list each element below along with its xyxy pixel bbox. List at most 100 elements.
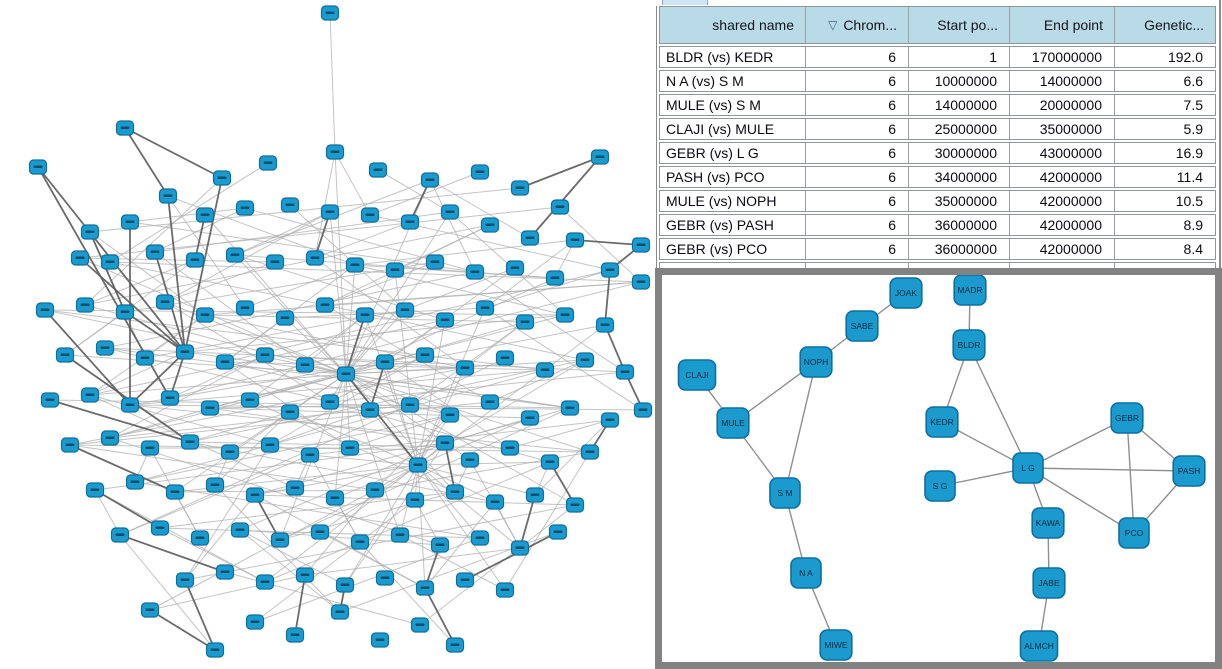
network-node-label: CLAJI — [685, 370, 708, 380]
network-node[interactable] — [1031, 507, 1065, 539]
table-cell: 6 — [806, 71, 909, 91]
network-node[interactable] — [845, 310, 879, 342]
full-network-canvas[interactable] — [0, 0, 655, 669]
network-node-label — [300, 363, 310, 366]
network-node-label — [390, 268, 400, 271]
network-node-label — [395, 533, 405, 536]
network-node-label — [375, 638, 385, 641]
network-edge[interactable] — [784, 361, 817, 494]
network-node[interactable] — [716, 407, 750, 439]
network-edge — [69, 401, 491, 446]
table-body: BLDR (vs) KEDR 6 1 170000000 192.0 N A (vs) S… — [659, 46, 1216, 284]
table-header-cell[interactable]: ▽ Chrom... — [806, 7, 909, 43]
network-node-label — [370, 488, 380, 491]
network-edge — [417, 464, 521, 549]
network-edge[interactable] — [1126, 417, 1135, 534]
network-node-label: ALMCH — [1024, 641, 1054, 651]
network-node-label — [365, 408, 375, 411]
network-node[interactable] — [925, 406, 959, 438]
network-node[interactable] — [1172, 455, 1206, 487]
network-node[interactable] — [819, 629, 853, 661]
table-row[interactable]: PASH (vs) PCO 6 34000000 42000000 11.4 — [659, 166, 1216, 188]
table-cell: 20000000 — [1010, 95, 1115, 115]
network-node-label — [525, 416, 535, 419]
network-node-label — [605, 268, 615, 271]
table-cell: 35000000 — [909, 191, 1010, 211]
table-row[interactable]: GEBR (vs) PASH 6 36000000 42000000 8.9 — [659, 214, 1216, 236]
network-edge — [149, 609, 216, 651]
network-edge — [369, 361, 386, 411]
network-node[interactable] — [952, 329, 986, 361]
sub-network-canvas[interactable]: JOAK SABE NOPH CLAJI MULE S M N A MIWE MADR BLDR K… — [662, 275, 1214, 662]
network-node-label: GEBR — [1115, 413, 1139, 423]
network-edge[interactable] — [1027, 467, 1135, 534]
table-cell: 42000000 — [1010, 215, 1115, 235]
network-edge — [164, 261, 276, 303]
network-node[interactable] — [1118, 517, 1150, 549]
network-edge — [444, 442, 456, 493]
table-row[interactable]: BLDR (vs) KEDR 6 1 170000000 192.0 — [659, 46, 1216, 68]
network-node[interactable] — [1110, 402, 1144, 434]
network-node-label — [280, 316, 290, 319]
network-node-label — [80, 303, 90, 306]
network-edge — [149, 574, 306, 611]
network-node-label — [373, 168, 383, 171]
network-node-label: JABE — [1038, 578, 1060, 588]
network-node[interactable] — [953, 275, 987, 306]
network-edge — [169, 351, 186, 399]
network-edge — [544, 324, 606, 371]
network-edge — [345, 264, 356, 375]
network-edge — [79, 257, 186, 353]
network-node[interactable] — [1019, 630, 1059, 662]
network-node[interactable] — [924, 470, 956, 502]
network-node-label — [620, 370, 630, 373]
network-node-label — [485, 400, 495, 403]
network-edge — [159, 491, 456, 529]
table-header-cell[interactable]: End point — [1010, 7, 1115, 43]
table-panel-tab-fragment[interactable] — [662, 0, 708, 5]
table-header-cell[interactable]: Start po... — [909, 7, 1010, 43]
table-cell: 5.9 — [1183, 121, 1203, 137]
network-node-label: KEDR — [930, 417, 954, 427]
network-edge[interactable] — [968, 344, 1029, 469]
network-node[interactable] — [769, 477, 801, 509]
filter-icon[interactable]: ▽ — [828, 18, 838, 32]
network-node-label — [33, 165, 43, 168]
network-node-label — [217, 176, 227, 179]
network-node[interactable] — [677, 359, 717, 391]
network-node[interactable] — [889, 277, 923, 309]
network-node-label — [325, 11, 335, 14]
network-node-label — [230, 253, 240, 256]
network-node[interactable] — [799, 346, 833, 378]
network-edge — [399, 534, 506, 591]
network-edge — [164, 211, 331, 303]
table-row[interactable]: GEBR (vs) PCO 6 36000000 42000000 8.4 — [659, 238, 1216, 260]
network-edge — [119, 534, 216, 651]
network-edge — [284, 317, 347, 375]
network-edge — [189, 359, 586, 443]
table-row[interactable]: N A (vs) S M 6 10000000 14000000 6.6 — [659, 70, 1216, 92]
network-edge — [417, 417, 531, 466]
network-node[interactable] — [1032, 567, 1066, 599]
table-cell: GEBR (vs) L G — [660, 143, 806, 163]
table-header-cell[interactable]: Genetic... — [1115, 7, 1215, 43]
table-row[interactable]: MULE (vs) S M 6 14000000 20000000 7.5 — [659, 94, 1216, 116]
column-label: shared name — [712, 17, 794, 33]
network-edge — [264, 464, 419, 583]
network-edge[interactable] — [1027, 467, 1190, 472]
network-edge — [424, 501, 496, 589]
table-row[interactable]: CLAJI (vs) MULE 6 25000000 35000000 5.9 — [659, 118, 1216, 140]
table-row[interactable]: GEBR (vs) L G 6 30000000 43000000 16.9 — [659, 142, 1216, 164]
network-node[interactable] — [790, 557, 822, 589]
table-cell: 11.4 — [1176, 169, 1203, 185]
network-node-label — [405, 220, 415, 223]
network-node[interactable] — [1012, 452, 1044, 484]
network-node-label — [400, 308, 410, 311]
table-row[interactable]: MULE (vs) NOPH 6 35000000 42000000 10.5 — [659, 190, 1216, 212]
network-node-label — [210, 483, 220, 486]
network-node-label — [250, 493, 260, 496]
table-header-cell[interactable]: shared name — [660, 7, 806, 43]
table-cell: 14000000 — [909, 95, 1010, 115]
network-edge — [264, 354, 466, 369]
network-edge — [444, 359, 586, 444]
